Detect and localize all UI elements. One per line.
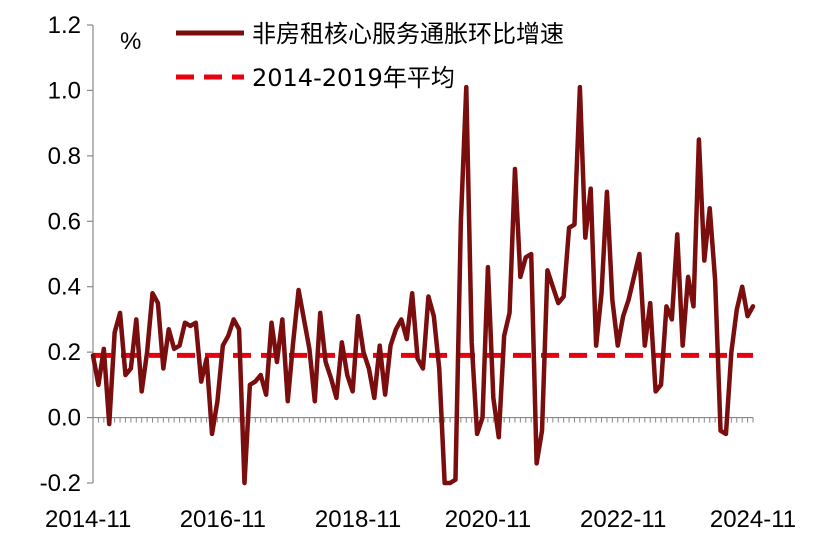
legend-label-average: 2014-2019年平均 [252, 64, 455, 92]
x-tick-label: 2014-11 [45, 506, 131, 533]
x-tick-label: 2024-11 [710, 506, 796, 533]
axes [87, 24, 754, 484]
y-unit-label: % [120, 28, 141, 55]
y-tick-label: 0.8 [48, 143, 81, 170]
y-tick-label: 0.6 [48, 208, 81, 235]
y-tick-label: 1.2 [48, 12, 81, 39]
x-tick-labels: 2014-11 2016-11 2018-11 2020-11 2022-11 2024-… [45, 506, 796, 533]
x-tick-label: 2016-11 [180, 506, 266, 533]
y-tick-label: 0.2 [48, 339, 81, 366]
x-tick-label: 2022-11 [580, 506, 666, 533]
x-tick-label: 2020-11 [445, 506, 531, 533]
x-tick-label: 2018-11 [315, 506, 401, 533]
y-tick-label: 1.0 [48, 77, 81, 104]
y-tick-label: -0.2 [40, 470, 81, 497]
y-tick-labels: -0.2 0.0 0.2 0.4 0.6 0.8 1.0 1.2 [40, 12, 81, 497]
legend-label-core-services: 非房租核心服务通胀环比增速 [252, 20, 564, 48]
y-tick-label: 0.0 [48, 405, 81, 432]
y-tick-label: 0.4 [48, 274, 81, 301]
series-layer [90, 84, 756, 486]
legend: 非房租核心服务通胀环比增速 2014-2019年平均 [176, 20, 564, 92]
series-core-services-line [90, 84, 756, 486]
